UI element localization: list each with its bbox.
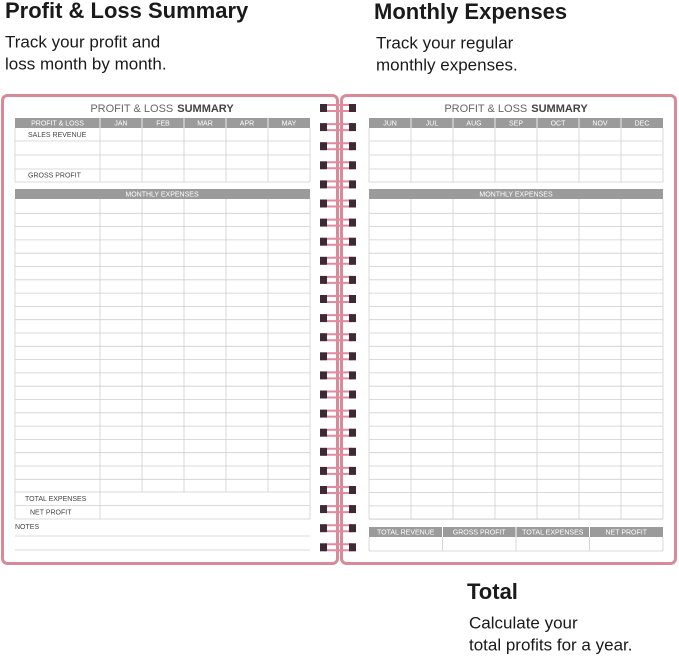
ring-hole bbox=[349, 390, 356, 399]
ring-hole bbox=[349, 409, 356, 418]
ring-hole bbox=[349, 123, 356, 132]
ring-hole bbox=[320, 256, 327, 265]
section-title: MONTHLY EXPENSES bbox=[479, 191, 553, 198]
totals-header: TOTAL EXPENSES bbox=[522, 529, 584, 536]
ring-hole bbox=[349, 333, 356, 342]
totals-header: GROSS PROFIT bbox=[453, 529, 507, 536]
ring-hole bbox=[320, 161, 327, 170]
title-light: PROFIT & LOSS bbox=[90, 103, 173, 115]
spiral-binding bbox=[320, 104, 356, 552]
column-header: SEP bbox=[509, 120, 523, 127]
ring-hole bbox=[320, 543, 327, 552]
ring-hole bbox=[320, 104, 327, 112]
ring-hole bbox=[349, 218, 356, 227]
column-header: OCT bbox=[551, 120, 567, 127]
ring-hole bbox=[320, 486, 327, 494]
section-bar bbox=[15, 189, 310, 199]
ring-hole bbox=[320, 180, 327, 189]
ring-hole bbox=[349, 447, 356, 456]
ring-hole bbox=[320, 352, 327, 361]
ring-hole bbox=[320, 199, 327, 208]
right-page bbox=[340, 94, 677, 565]
row-label: SALES REVENUE bbox=[28, 132, 87, 139]
ring-hole bbox=[320, 123, 327, 132]
header-bar bbox=[15, 118, 310, 128]
ring-hole bbox=[349, 142, 356, 151]
ring-hole bbox=[320, 275, 327, 284]
title-bold: SUMMARY bbox=[177, 103, 234, 115]
callout-title: Monthly Expenses bbox=[374, 0, 567, 24]
row-label: GROSS PROFIT bbox=[28, 172, 82, 179]
ring-hole bbox=[349, 237, 356, 246]
row-label: TOTAL EXPENSES bbox=[25, 496, 87, 503]
ring-hole bbox=[349, 161, 356, 170]
callout-title: Profit & Loss Summary bbox=[5, 0, 249, 23]
column-header: JAN bbox=[114, 120, 127, 127]
callout-text: Calculate your bbox=[469, 613, 578, 632]
section-title: MONTHLY EXPENSES bbox=[125, 191, 199, 198]
page-title: PROFIT & LOSS SUMMARY bbox=[444, 103, 588, 115]
callout-text: Track your profit and bbox=[5, 32, 160, 51]
callout-title: Total bbox=[467, 579, 518, 604]
ring-hole bbox=[320, 333, 327, 342]
ring-hole bbox=[349, 314, 356, 323]
page-title: PROFIT & LOSS SUMMARY bbox=[90, 103, 234, 115]
ring-hole bbox=[349, 524, 356, 533]
ring-hole bbox=[320, 218, 327, 227]
header-bar bbox=[369, 118, 663, 128]
callout-text: total profits for a year. bbox=[469, 635, 632, 654]
column-header: DEC bbox=[635, 120, 650, 127]
column-header: NOV bbox=[592, 120, 608, 127]
ring-hole bbox=[320, 409, 327, 418]
ring-hole bbox=[349, 371, 356, 380]
ring-hole bbox=[349, 199, 356, 208]
ring-hole bbox=[349, 486, 356, 494]
ring-hole bbox=[349, 352, 356, 361]
column-header: FEB bbox=[156, 120, 170, 127]
ring-hole bbox=[320, 447, 327, 456]
ring-hole bbox=[320, 390, 327, 399]
ring-hole bbox=[320, 466, 327, 475]
ring-hole bbox=[349, 180, 356, 189]
ring-hole bbox=[349, 505, 356, 514]
callout-text: monthly expenses. bbox=[376, 55, 518, 74]
ring-hole bbox=[349, 256, 356, 265]
column-header: MAY bbox=[282, 120, 297, 127]
ring-hole bbox=[320, 371, 327, 380]
notes-label: NOTES bbox=[15, 524, 39, 531]
column-header: JUN bbox=[383, 120, 397, 127]
ring-hole bbox=[349, 295, 356, 303]
column-header: PROFIT & LOSS bbox=[31, 120, 84, 127]
column-header: JUL bbox=[426, 120, 439, 127]
ring-hole bbox=[320, 505, 327, 514]
column-header: APR bbox=[240, 120, 254, 127]
ring-hole bbox=[349, 466, 356, 475]
title-light: PROFIT & LOSS bbox=[444, 103, 527, 115]
totals-header: NET PROFIT bbox=[606, 529, 648, 536]
ring-hole bbox=[320, 428, 327, 437]
callout-text: Track your regular bbox=[376, 33, 514, 52]
title-bold: SUMMARY bbox=[531, 103, 588, 115]
section-bar bbox=[369, 189, 663, 199]
ring-hole bbox=[320, 237, 327, 246]
column-header: MAR bbox=[197, 120, 213, 127]
ring-hole bbox=[320, 142, 327, 151]
ring-hole bbox=[349, 543, 356, 552]
ring-hole bbox=[349, 428, 356, 437]
left-page bbox=[1, 94, 339, 565]
ring-hole bbox=[320, 524, 327, 533]
totals-header: TOTAL REVENUE bbox=[377, 529, 435, 536]
ring-hole bbox=[349, 275, 356, 284]
content: Profit & Loss Summary Track your profit a… bbox=[5, 0, 664, 654]
ring-hole bbox=[320, 295, 327, 303]
callout-text: loss month by month. bbox=[5, 54, 167, 73]
ring-hole bbox=[349, 104, 356, 112]
ring-hole bbox=[320, 314, 327, 323]
row-label: NET PROFIT bbox=[30, 509, 72, 516]
column-header: AUG bbox=[466, 120, 481, 127]
